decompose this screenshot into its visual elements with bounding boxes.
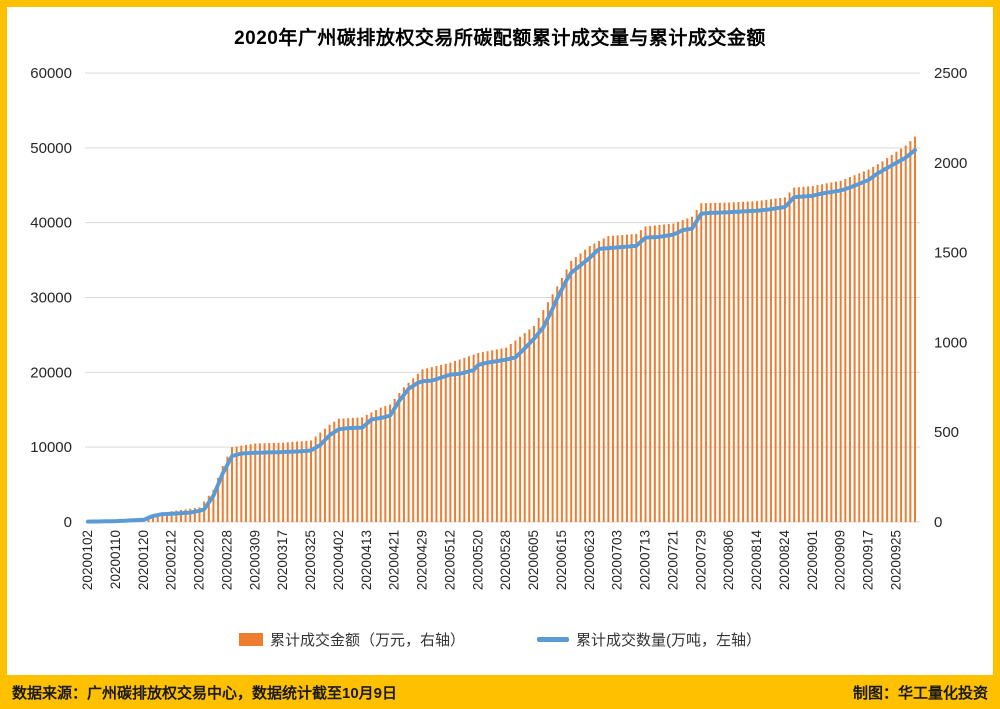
svg-text:20200925: 20200925 xyxy=(888,530,903,590)
svg-text:2500: 2500 xyxy=(934,65,967,82)
chart-legend: 累计成交金额（万元，右轴） 累计成交数量(万吨，左轴） xyxy=(0,629,1000,650)
svg-text:20200528: 20200528 xyxy=(498,530,513,590)
svg-text:20200703: 20200703 xyxy=(610,530,625,590)
svg-text:0: 0 xyxy=(64,514,72,531)
legend-label-volume: 累计成交数量(万吨，左轴） xyxy=(576,632,761,649)
svg-text:20200806: 20200806 xyxy=(721,530,736,590)
svg-text:20200421: 20200421 xyxy=(387,530,402,590)
svg-text:20200901: 20200901 xyxy=(805,530,820,590)
svg-text:20200102: 20200102 xyxy=(80,530,95,590)
svg-text:20200212: 20200212 xyxy=(164,530,179,590)
svg-text:20200402: 20200402 xyxy=(331,530,346,590)
svg-text:50000: 50000 xyxy=(30,140,72,157)
svg-text:20200917: 20200917 xyxy=(861,530,876,590)
svg-text:20200413: 20200413 xyxy=(359,530,374,590)
legend-label-amount: 累计成交金额（万元，右轴） xyxy=(269,632,465,649)
svg-text:10000: 10000 xyxy=(30,439,72,456)
svg-text:20200824: 20200824 xyxy=(777,530,792,591)
legend-item-amount: 累计成交金额（万元，右轴） xyxy=(238,629,465,650)
line-series-swatch xyxy=(537,637,569,642)
svg-text:20200721: 20200721 xyxy=(665,530,680,590)
svg-text:20000: 20000 xyxy=(30,364,72,381)
svg-text:20200309: 20200309 xyxy=(247,530,262,590)
svg-text:20200909: 20200909 xyxy=(833,530,848,590)
credit-text: 制图：华工量化投资 xyxy=(852,684,988,702)
bar-series-swatch xyxy=(238,633,263,646)
svg-text:1500: 1500 xyxy=(934,245,967,262)
svg-text:30000: 30000 xyxy=(30,290,72,307)
svg-text:2000: 2000 xyxy=(934,155,967,172)
svg-text:20200729: 20200729 xyxy=(693,530,708,590)
svg-text:20200713: 20200713 xyxy=(638,530,653,590)
legend-item-volume: 累计成交数量(万吨，左轴） xyxy=(537,629,761,650)
chart-plot-background xyxy=(7,7,993,675)
svg-text:1000: 1000 xyxy=(934,334,967,351)
svg-text:40000: 40000 xyxy=(30,215,72,232)
svg-text:20200220: 20200220 xyxy=(192,530,207,590)
svg-text:20200512: 20200512 xyxy=(442,530,457,590)
combo-chart: 0 10000 20000 30000 40000 50000 60000 0 500 1000 1… xyxy=(30,65,967,591)
svg-text:20200317: 20200317 xyxy=(275,530,290,590)
svg-text:20200814: 20200814 xyxy=(749,530,764,591)
svg-text:20200120: 20200120 xyxy=(136,530,151,590)
svg-text:20200605: 20200605 xyxy=(526,530,541,590)
svg-text:20200520: 20200520 xyxy=(470,530,485,590)
svg-text:20200325: 20200325 xyxy=(303,530,318,590)
chart-title: 2020年广州碳排放权交易所碳配额累计成交量与累计成交金额 xyxy=(234,28,766,49)
svg-text:20200110: 20200110 xyxy=(108,530,123,589)
footer-band: 数据来源：广州碳排放权交易中心，数据统计截至10月9日 制图：华工量化投资 xyxy=(0,675,1000,709)
svg-text:20200615: 20200615 xyxy=(554,530,569,590)
svg-text:20200429: 20200429 xyxy=(415,530,430,590)
svg-text:500: 500 xyxy=(934,424,959,441)
data-source-text: 数据来源：广州碳排放权交易中心，数据统计截至10月9日 xyxy=(12,684,398,702)
svg-text:0: 0 xyxy=(934,514,942,531)
svg-text:60000: 60000 xyxy=(30,65,72,82)
svg-text:20200228: 20200228 xyxy=(219,530,234,590)
svg-text:20200623: 20200623 xyxy=(582,530,597,590)
